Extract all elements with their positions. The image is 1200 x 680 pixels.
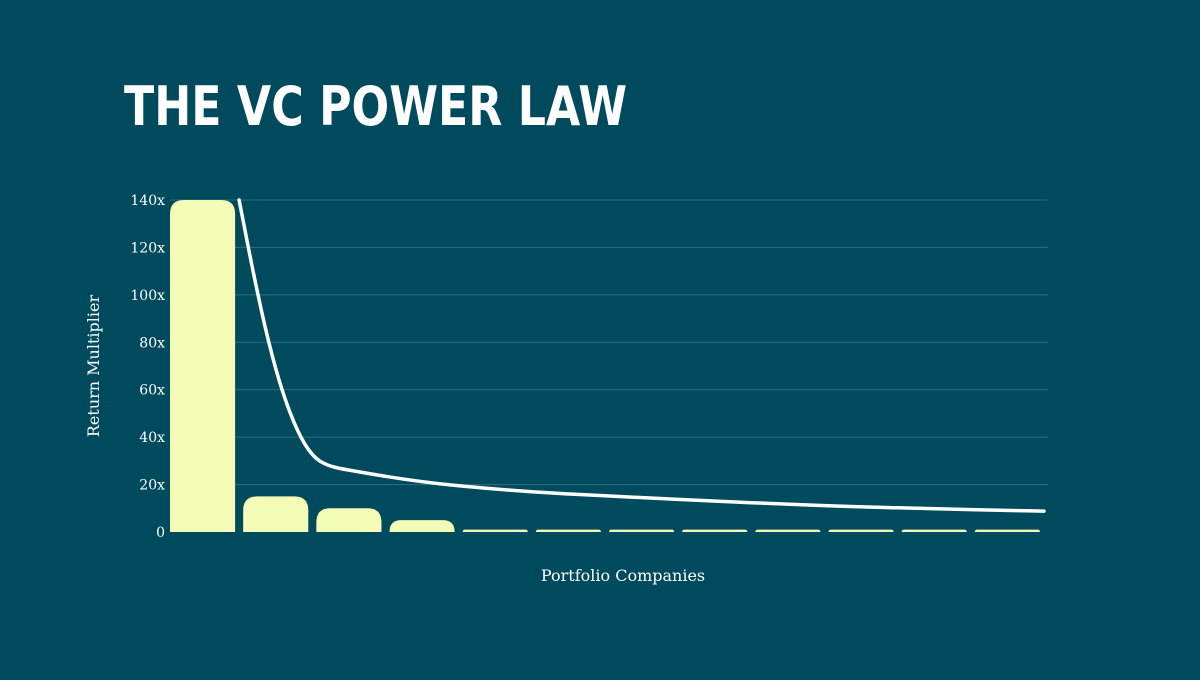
bar [901,529,967,532]
chart-title: THE VC POWER LAW [124,75,628,138]
y-tick-label: 0 [156,525,165,541]
y-tick-label: 20x [139,478,165,494]
bar [974,529,1040,532]
bar [682,529,748,532]
trend-line [237,198,1046,513]
bar [755,529,821,532]
bar [389,520,455,532]
grid-lines [170,199,1048,486]
y-tick-label: 40x [139,430,165,446]
y-axis-title: Return Multiplier [84,295,103,438]
x-axis-title: Portfolio Companies [541,566,705,585]
bar [828,529,894,532]
y-tick-label: 120x [130,240,165,256]
bars [170,200,1040,532]
bar [170,200,236,532]
y-tick-label: 100x [130,288,165,304]
bar [243,496,309,532]
y-tick-label: 80x [139,335,165,351]
bar [609,529,675,532]
bar [462,529,528,532]
bar [535,529,601,532]
bar [316,508,382,532]
y-tick-label: 140x [130,193,165,209]
y-tick-label: 60x [139,383,165,399]
y-tick-labels: 0 20x 40x 60x 80x 100x 120x 140x [130,193,165,541]
